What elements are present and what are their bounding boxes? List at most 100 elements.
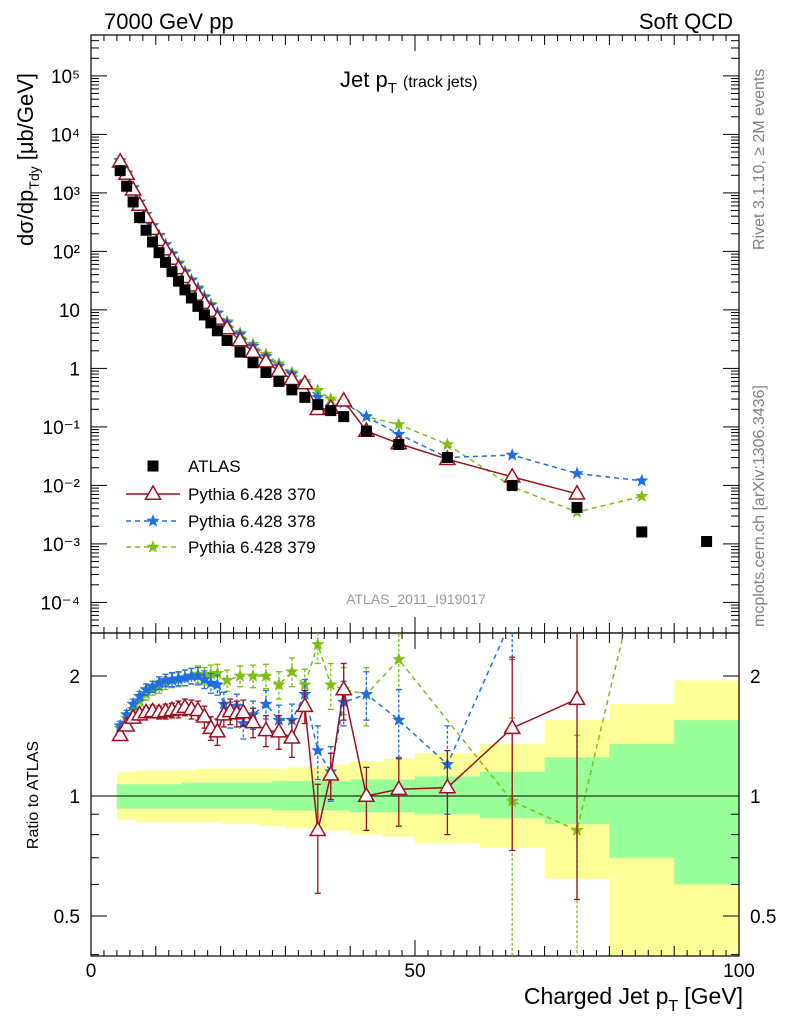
ratio-y-tick-label-right: 0.5 <box>750 907 776 928</box>
atlas-main-point <box>211 325 223 337</box>
atlas-main-point <box>247 357 259 369</box>
pythia-378-ratio-point <box>184 669 199 682</box>
atlas-main-point <box>185 292 197 304</box>
main-y-tick-label: 10⁴ <box>51 125 80 146</box>
x-tick-label: 0 <box>86 961 97 982</box>
main-y-tick-label: 10⁻³ <box>43 535 81 556</box>
pythia-370-main-point <box>257 352 275 368</box>
pythia-378-ratio-point <box>152 676 166 689</box>
pythia-379-ratio-point <box>272 677 286 691</box>
x-tick-label: 100 <box>723 961 755 982</box>
legend-entry-pythia-379: Pythia 6.428 379 <box>126 538 316 557</box>
mcplots-side-label: mcplots.cern.ch [arXiv:1306.3436] <box>751 385 768 627</box>
atlas-main-point <box>234 346 246 358</box>
pythia-379-ratio-point <box>324 677 338 691</box>
pythia-378-ratio-point <box>158 673 173 687</box>
pythia-378-ratio-point <box>126 697 140 710</box>
atlas-main-point <box>172 275 184 287</box>
atlas-main-point <box>312 399 324 411</box>
ratio-y-tick-label-right: 2 <box>750 667 761 688</box>
main-y-axis-label: dσ/dpTdy [μb/GeV] <box>13 73 42 246</box>
analysis-watermark: ATLAS_2011_I919017 <box>346 591 486 607</box>
x-label-unit: [GeV] <box>684 983 743 1009</box>
pythia-378-ratio-point <box>259 697 273 710</box>
pythia-378-ratio-point <box>392 713 406 726</box>
category-label: Soft QCD <box>639 9 733 34</box>
pythia-378-ratio-point <box>145 679 160 693</box>
pythia-379-main-point <box>392 417 406 431</box>
main-y-tick-label: 10² <box>53 242 80 263</box>
pythia-378-main-point <box>505 448 519 461</box>
pythia-379-ratio-point <box>132 694 147 707</box>
atlas-main-point <box>506 479 518 491</box>
pythia-378-ratio-point <box>132 689 147 702</box>
x-label-text: Charged Jet p <box>524 983 668 1009</box>
atlas-main-point <box>221 334 233 346</box>
x-tick-label: 50 <box>404 961 425 982</box>
atlas-main-point <box>198 309 210 321</box>
main-y-tick-label: 1 <box>69 359 80 380</box>
atlas-main-point <box>121 180 133 192</box>
pythia-370-ratio-point <box>244 712 262 729</box>
pythia-370-ratio-point <box>208 722 227 738</box>
pythia-370-ratio-point <box>111 725 130 742</box>
main-y-tick-labels: 10⁻⁴ 10⁻³ 10⁻² 10⁻¹ 1 10 10² 10³ 10⁴ 10⁵ <box>41 67 80 615</box>
pythia-379-ratio-point <box>392 652 406 666</box>
pythia-370-main-point <box>231 330 249 347</box>
ratio-y-tick-label-right: 1 <box>750 787 761 808</box>
pythia-378-ratio-point <box>311 743 325 757</box>
pythia-379-ratio-point <box>246 669 260 682</box>
plot-title-main: Jet p <box>340 67 388 92</box>
energy-label: 7000 GeV pp <box>104 9 234 34</box>
legend-entry-pythia-370: Pythia 6.428 370 <box>126 484 316 504</box>
pythia-370-ratio-point <box>321 765 340 781</box>
pythia-378-ratio-point <box>119 707 134 721</box>
atlas-main-point <box>140 224 152 236</box>
ratio-series-group <box>111 633 625 956</box>
pythia-378-ratio-line <box>119 633 507 774</box>
legend-label-atlas: ATLAS <box>188 457 241 476</box>
pythia-379-ratio-point <box>210 666 225 680</box>
pythia-378-ratio-point <box>359 687 374 700</box>
pythia-378-ratio-point <box>171 671 186 685</box>
pythia-370-ratio-point <box>195 707 214 723</box>
pythia-378-ratio-point <box>285 713 299 726</box>
pythia-370-main-point <box>568 484 586 500</box>
main-y-label-text: dσ/dp <box>13 190 38 246</box>
legend-entry-atlas: ATLAS <box>147 457 241 476</box>
x-axis-label: Charged Jet pT [GeV] <box>524 983 743 1015</box>
pythia-370-main-line <box>119 161 578 495</box>
pythia-378-main-point <box>570 466 584 480</box>
stat-band <box>674 720 739 885</box>
pythia-370-ratio-point <box>568 689 586 706</box>
pythia-370-ratio-point <box>282 728 301 744</box>
atlas-main-point <box>273 375 285 387</box>
pythia-370-main-point <box>295 374 314 390</box>
main-y-tick-label: 10⁻² <box>43 476 81 497</box>
pythia-370-ratio-point <box>438 778 457 794</box>
pythia-378-main-point <box>392 427 406 440</box>
main-y-label-sub: Tdy <box>26 166 42 189</box>
ratio-y-tick-label: 2 <box>69 667 80 688</box>
main-y-tick-label: 10⁵ <box>51 67 80 88</box>
pythia-379-main-point <box>635 489 649 503</box>
atlas-main-point <box>134 211 146 223</box>
axis-ticks <box>90 34 740 956</box>
pythia-379-ratio-point <box>311 637 325 651</box>
rivet-side-label: Rivet 3.1.10, ≥ 2M events <box>751 69 768 250</box>
main-series-group <box>111 152 713 547</box>
pythia-379-ratio-point <box>233 669 247 682</box>
pythia-370-ratio-point <box>270 722 288 738</box>
ratio-tick-labels: 0.5 0.5 1 1 2 2 0 50 100 <box>54 667 777 982</box>
pythia-378-ratio-point <box>204 676 218 689</box>
legend-marker-atlas <box>147 460 159 472</box>
legend-label-pythia-378: Pythia 6.428 378 <box>188 512 316 531</box>
pythia-370-main-point <box>334 391 353 407</box>
main-y-tick-label: 10⁻⁴ <box>41 593 80 614</box>
ratio-y-tick-label: 0.5 <box>54 907 80 928</box>
pythia-378-ratio-point <box>191 669 205 682</box>
legend-label-pythia-379: Pythia 6.428 379 <box>188 538 316 557</box>
pythia-378-ratio-point <box>210 677 225 691</box>
pythia-378-main-line <box>119 160 642 482</box>
